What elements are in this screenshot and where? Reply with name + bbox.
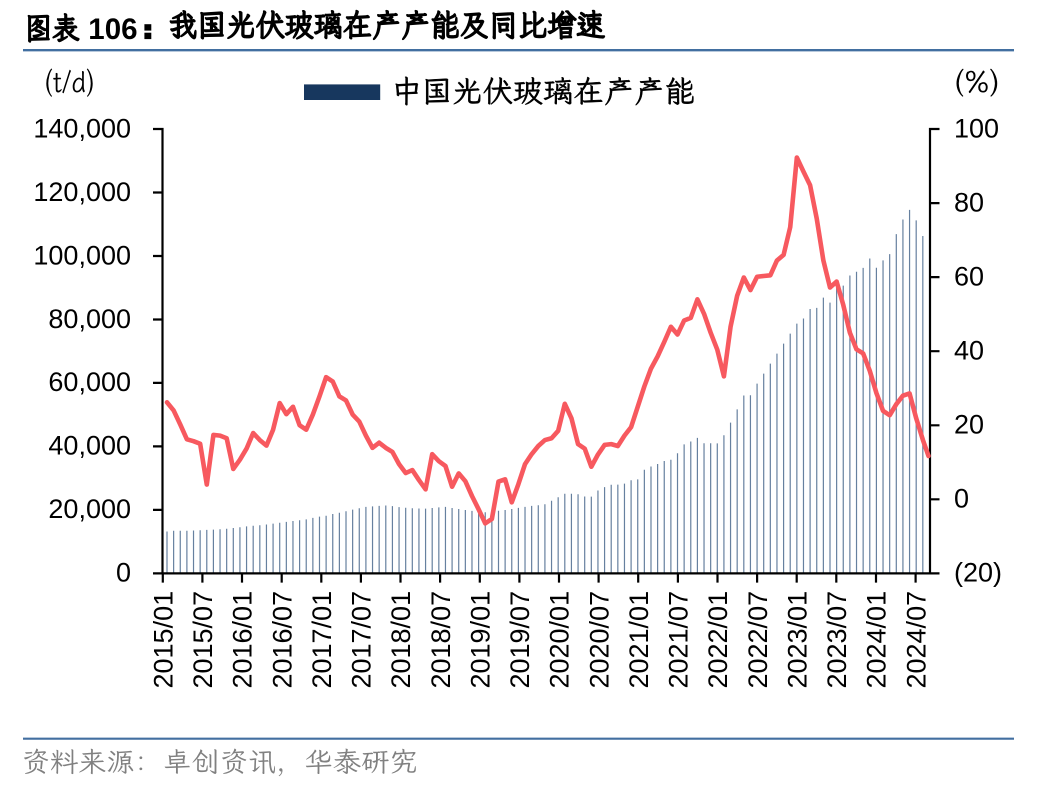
svg-text:2017/07: 2017/07 (347, 591, 377, 689)
svg-text:20,000: 20,000 (48, 494, 131, 524)
svg-text:2021/01: 2021/01 (624, 591, 654, 689)
svg-text:60: 60 (954, 261, 984, 291)
svg-text:0: 0 (116, 558, 131, 588)
svg-text:2018/07: 2018/07 (426, 591, 456, 689)
svg-text:2016/01: 2016/01 (228, 591, 258, 689)
svg-text:2019/01: 2019/01 (466, 591, 496, 689)
svg-text:2024/07: 2024/07 (901, 591, 931, 689)
svg-text:140,000: 140,000 (33, 113, 131, 143)
svg-text:2023/07: 2023/07 (822, 591, 852, 689)
svg-text:2022/01: 2022/01 (703, 591, 733, 689)
svg-text:100: 100 (954, 113, 999, 143)
svg-text:2016/07: 2016/07 (267, 591, 297, 689)
svg-text:2018/01: 2018/01 (386, 591, 416, 689)
svg-text:2015/07: 2015/07 (188, 591, 218, 689)
svg-text:2017/01: 2017/01 (307, 591, 337, 689)
svg-text:2021/07: 2021/07 (664, 591, 694, 689)
svg-text:120,000: 120,000 (33, 177, 131, 207)
svg-text:40,000: 40,000 (48, 431, 131, 461)
svg-text:60,000: 60,000 (48, 367, 131, 397)
svg-text:2015/01: 2015/01 (149, 591, 179, 689)
svg-text:2023/01: 2023/01 (782, 591, 812, 689)
svg-text:100,000: 100,000 (33, 240, 131, 270)
svg-text:106: 106 (88, 13, 137, 46)
svg-text:2022/07: 2022/07 (743, 591, 773, 689)
svg-text:2019/07: 2019/07 (505, 591, 535, 689)
svg-text:80,000: 80,000 (48, 304, 131, 334)
svg-text:2024/01: 2024/01 (862, 591, 892, 689)
svg-text:40: 40 (954, 336, 984, 366)
svg-text:20: 20 (954, 410, 984, 440)
svg-text:0: 0 (954, 484, 969, 514)
svg-text:80: 80 (954, 187, 984, 217)
svg-text:(20): (20) (954, 558, 1002, 588)
svg-text:2020/07: 2020/07 (584, 591, 614, 689)
svg-text:2020/01: 2020/01 (545, 591, 575, 689)
